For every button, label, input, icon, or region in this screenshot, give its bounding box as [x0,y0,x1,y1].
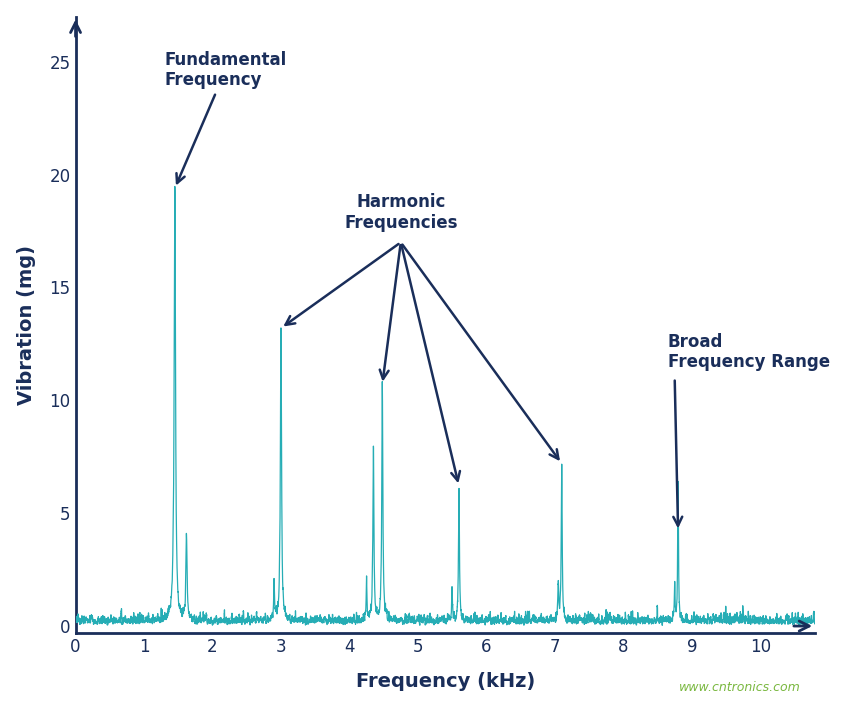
Y-axis label: Vibration (mg): Vibration (mg) [16,245,35,405]
Text: Harmonic
Frequencies: Harmonic Frequencies [344,193,457,232]
X-axis label: Frequency (kHz): Frequency (kHz) [356,673,535,691]
Text: Broad
Frequency Range: Broad Frequency Range [668,333,830,372]
Text: Fundamental
Frequency: Fundamental Frequency [164,50,287,183]
Text: www.cntronics.com: www.cntronics.com [678,681,800,695]
